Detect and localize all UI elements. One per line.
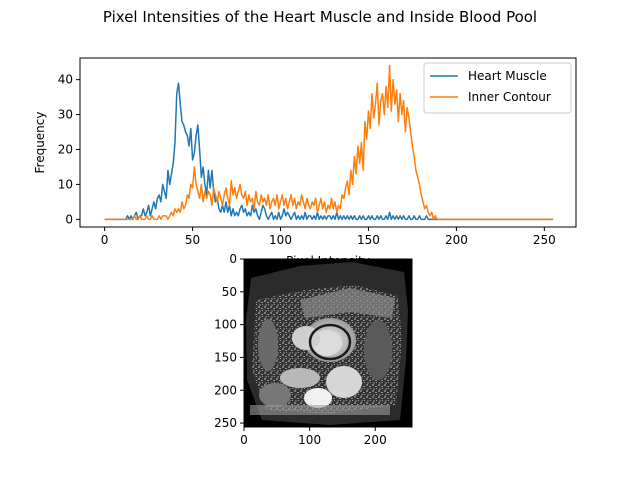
x-tick-label-1: 50 [185,233,200,247]
x-tick-label-5: 250 [533,233,556,247]
x-ticks: 0 50 100 150 200 250 [101,227,556,247]
image-x-tick-label-2: 200 [364,433,387,447]
series-lines [104,64,554,221]
x-tick-label-3: 150 [357,233,380,247]
image-x-tick-label-1: 100 [298,433,321,447]
image-x-tick-label-0: 0 [240,433,248,447]
series-line-1 [104,64,554,221]
legend-label-0: Heart Muscle [468,69,547,83]
legend-items: Heart Muscle Inner Contour [430,69,551,104]
x-tick-label-2: 100 [269,233,292,247]
image-x-ticks: 0 100 200 [240,427,387,447]
image-y-tick-label-3: 150 [214,350,237,364]
y-axis-label: Frequency [33,112,47,174]
y-tick-label-1: 10 [58,177,73,191]
y-tick-label-0: 0 [65,212,73,226]
x-tick-label-4: 200 [445,233,468,247]
image-y-ticks: 0 50 100 150 200 250 [214,252,244,430]
axes-frame [79,57,577,228]
image-y-tick-label-5: 250 [214,416,237,430]
mri-image [244,259,412,427]
histogram-chart: 0 50 100 150 200 250 0 10 20 30 40 Frequency Hear… [33,57,577,247]
y-tick-label-3: 30 [58,108,73,122]
figure-title: Pixel Intensities of the Heart Muscle an… [103,8,537,26]
legend-label-1: Inner Contour [468,90,551,104]
legend-box [423,62,572,114]
image-y-tick-label-4: 200 [214,383,237,397]
y-tick-label-4: 40 [58,73,73,87]
image-y-tick-label-2: 100 [214,318,237,332]
series-line-0 [104,82,554,221]
image-axes-frame [243,258,413,428]
image-y-tick-label-1: 50 [222,285,237,299]
image-y-tick-label-0: 0 [229,252,237,266]
x-tick-label-0: 0 [101,233,109,247]
y-ticks: 0 10 20 30 40 [58,73,80,226]
y-tick-label-2: 20 [58,142,73,156]
legend: Heart Muscle Inner Contour [423,62,572,114]
